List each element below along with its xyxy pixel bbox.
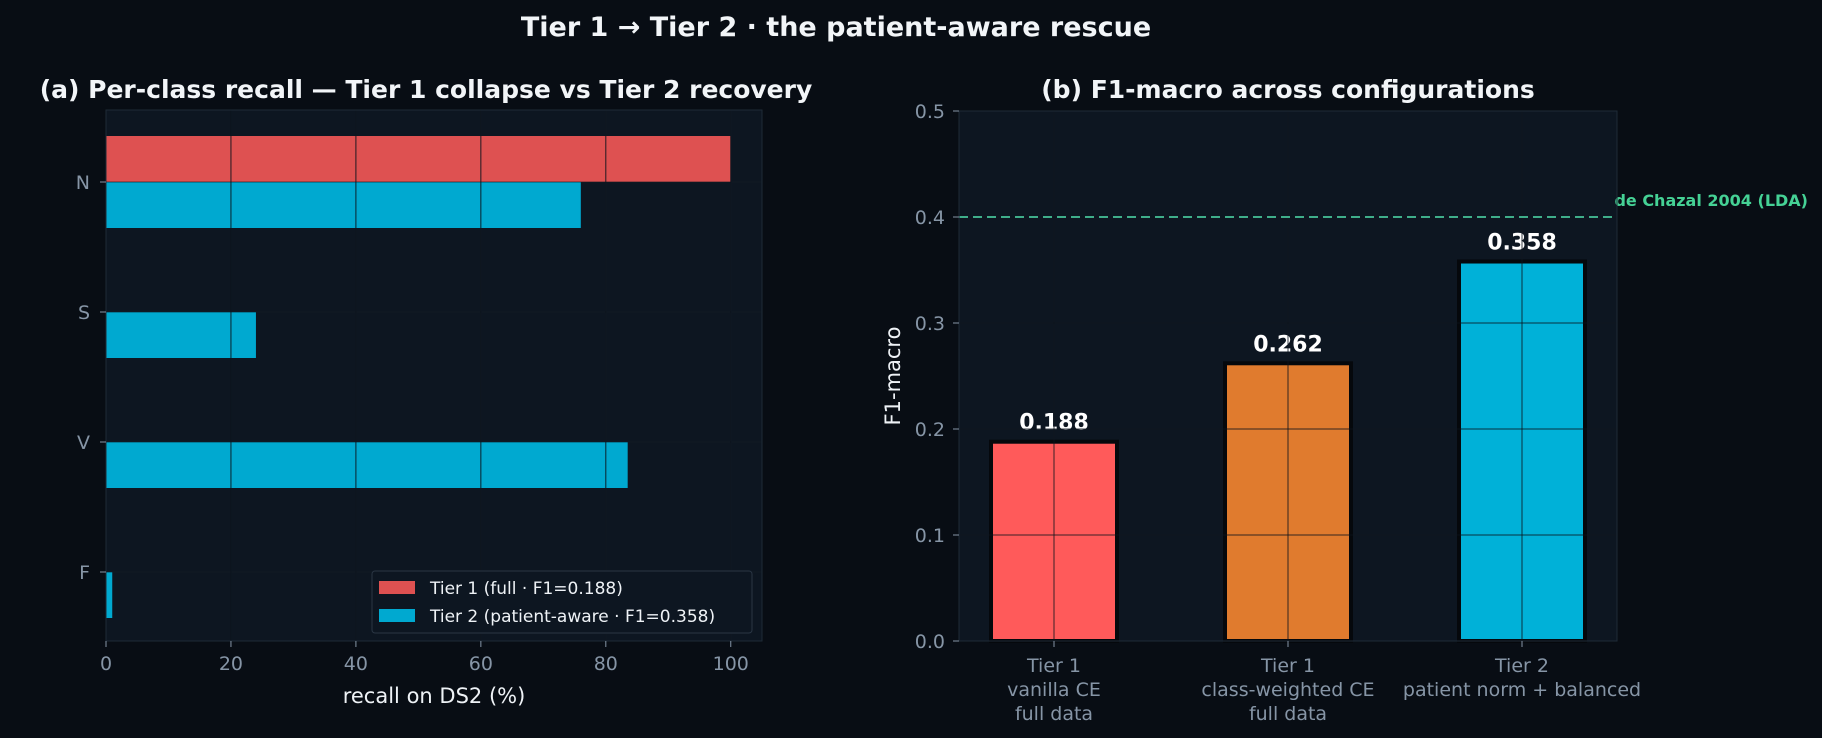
recall-legend-label: Tier 2 (patient-aware · F1=0.358) <box>429 607 715 627</box>
f1-ytick-label: 0.2 <box>915 419 945 441</box>
recall-legend <box>371 570 753 634</box>
recall-frame <box>105 109 763 642</box>
f1-xtick-label: Tier 1 <box>1026 655 1081 677</box>
f1-xtick-label: full data <box>1015 703 1093 725</box>
f1-xtick-label: vanilla CE <box>1007 679 1101 701</box>
recall-ytick-label: V <box>77 432 90 454</box>
recall-chart-title: (a) Per-class recall — Tier 1 collapse v… <box>40 75 813 104</box>
f1-ytick-label: 0.0 <box>915 631 945 653</box>
recall-bar-2 <box>106 442 628 488</box>
recall-ytick-label: N <box>76 172 90 194</box>
recall-legend-swatch <box>379 581 415 594</box>
f1-xtick-label: Tier 2 <box>1494 655 1549 677</box>
f1-y-axis-label: F1-macro <box>881 327 905 426</box>
recall-xtick-label: 20 <box>219 653 243 675</box>
f1-xtick-label: full data <box>1249 703 1327 725</box>
recall-bar-2 <box>106 182 581 228</box>
f1-ytick-label: 0.3 <box>915 313 945 335</box>
recall-chart: (a) Per-class recall — Tier 1 collapse v… <box>40 75 813 708</box>
reference-line-label: de Chazal 2004 (LDA) <box>1614 191 1808 210</box>
f1-ytick-label: 0.1 <box>915 525 945 547</box>
recall-xtick-label: 60 <box>469 653 493 675</box>
recall-ytick-label: F <box>79 562 90 584</box>
recall-ytick-label: S <box>78 302 90 324</box>
f1-ytick-label: 0.4 <box>915 207 945 229</box>
recall-xtick-label: 0 <box>100 653 112 675</box>
f1-chart-title: (b) F1-macro across configurations <box>1041 75 1535 104</box>
recall-legend-label: Tier 1 (full · F1=0.188) <box>429 579 623 599</box>
f1-xtick-label: patient norm + balanced <box>1403 679 1641 701</box>
f1-xtick-label: Tier 1 <box>1260 655 1315 677</box>
figure-suptitle: Tier 1 → Tier 2 · the patient-aware resc… <box>521 12 1151 43</box>
recall-bar-1 <box>106 136 731 182</box>
recall-xtick-label: 100 <box>713 653 749 675</box>
recall-xtick-label: 40 <box>344 653 368 675</box>
f1-ytick-label: 0.5 <box>915 101 945 123</box>
recall-xtick-label: 80 <box>594 653 618 675</box>
f1-xtick-label: class-weighted CE <box>1201 679 1374 701</box>
f1-chart: (b) F1-macro across configurations0.1880… <box>881 75 1808 725</box>
recall-bar-2 <box>106 572 113 618</box>
recall-x-axis-label: recall on DS2 (%) <box>343 684 526 708</box>
recall-legend-swatch <box>379 609 415 622</box>
recall-bar-2 <box>106 312 256 358</box>
